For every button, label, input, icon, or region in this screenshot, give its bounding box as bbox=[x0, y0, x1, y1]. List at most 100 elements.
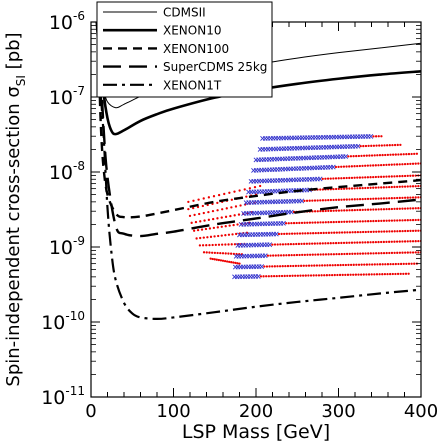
red-point bbox=[228, 191, 231, 194]
red-point bbox=[308, 253, 312, 256]
red-point bbox=[385, 208, 388, 211]
red-point bbox=[403, 174, 407, 178]
red-point bbox=[192, 206, 195, 210]
red-point bbox=[293, 253, 296, 257]
red-point bbox=[292, 264, 295, 268]
red-point bbox=[401, 207, 404, 210]
red-point bbox=[196, 228, 200, 232]
red-point bbox=[414, 251, 417, 254]
red-point bbox=[387, 175, 391, 178]
red-point bbox=[352, 263, 355, 266]
red-point bbox=[337, 177, 340, 180]
red-point bbox=[382, 208, 386, 211]
red-point bbox=[362, 154, 366, 157]
red-point bbox=[390, 163, 393, 166]
red-point bbox=[402, 262, 405, 266]
red-point bbox=[207, 210, 210, 214]
red-point bbox=[332, 241, 335, 245]
red-point bbox=[216, 209, 219, 212]
red-point bbox=[389, 262, 392, 266]
red-point bbox=[401, 229, 404, 233]
red-point bbox=[407, 272, 410, 275]
red-point bbox=[372, 241, 375, 244]
red-point bbox=[368, 263, 371, 266]
red-point bbox=[392, 262, 395, 266]
red-point bbox=[375, 273, 379, 276]
red-point bbox=[217, 243, 221, 246]
red-point bbox=[403, 162, 407, 166]
red-point bbox=[372, 208, 375, 211]
red-point bbox=[396, 207, 399, 210]
red-point bbox=[289, 243, 293, 246]
red-point bbox=[198, 212, 201, 216]
legend: CDMSII XENON10 XENON100 SuperCDMS 25kg XENON… bbox=[96, 1, 273, 98]
red-point bbox=[384, 263, 387, 266]
red-point bbox=[351, 220, 354, 223]
red-point bbox=[294, 264, 298, 268]
red-point bbox=[356, 252, 359, 255]
red-point bbox=[414, 185, 417, 188]
red-point bbox=[350, 241, 354, 244]
red-point bbox=[317, 274, 321, 277]
red-point bbox=[409, 185, 412, 188]
blue-cross-point bbox=[355, 143, 361, 149]
red-point bbox=[380, 175, 383, 178]
red-point bbox=[227, 233, 231, 236]
red-point bbox=[401, 240, 404, 243]
red-point bbox=[327, 253, 330, 256]
red-point bbox=[410, 152, 413, 156]
red-point bbox=[202, 211, 205, 215]
red-point bbox=[387, 163, 391, 166]
red-point bbox=[350, 165, 354, 168]
red-point bbox=[388, 186, 391, 189]
red-point bbox=[308, 242, 311, 245]
red-point bbox=[399, 272, 402, 276]
red-point bbox=[340, 209, 343, 212]
red-point bbox=[354, 231, 357, 234]
red-point bbox=[383, 273, 387, 276]
red-point bbox=[344, 263, 347, 267]
red-point bbox=[378, 144, 381, 147]
blue-cross-point bbox=[259, 264, 265, 269]
x-tick-label: 300 bbox=[321, 401, 355, 422]
red-point bbox=[243, 188, 246, 191]
red-point bbox=[395, 175, 399, 178]
red-point bbox=[343, 220, 346, 223]
red-point bbox=[190, 221, 193, 224]
red-point bbox=[293, 232, 296, 235]
red-point bbox=[340, 241, 343, 245]
red-point bbox=[357, 154, 360, 158]
red-point bbox=[303, 221, 306, 224]
x-axis-label: LSP Mass [GeV] bbox=[182, 421, 330, 443]
red-point bbox=[285, 254, 288, 257]
red-point bbox=[343, 231, 346, 234]
red-point bbox=[227, 252, 230, 255]
red-point bbox=[398, 175, 401, 178]
red-point bbox=[230, 261, 233, 264]
series-line-supercdms-25kg bbox=[98, 22, 421, 238]
red-point bbox=[277, 232, 281, 236]
red-point bbox=[334, 177, 338, 180]
red-point bbox=[385, 163, 388, 167]
red-point bbox=[363, 263, 366, 266]
red-point bbox=[352, 273, 355, 276]
red-point bbox=[393, 185, 396, 189]
red-point bbox=[411, 162, 415, 165]
red-point bbox=[396, 230, 399, 233]
red-point bbox=[299, 274, 302, 277]
red-point bbox=[326, 177, 330, 180]
red-point bbox=[403, 219, 407, 222]
red-point bbox=[385, 186, 388, 189]
red-point bbox=[337, 198, 340, 201]
red-point bbox=[332, 198, 335, 202]
red-point bbox=[296, 274, 299, 277]
red-point bbox=[398, 196, 401, 200]
red-point bbox=[370, 144, 373, 147]
red-point bbox=[401, 174, 404, 178]
red-point bbox=[262, 275, 265, 278]
red-point bbox=[364, 230, 367, 234]
red-point bbox=[272, 254, 275, 257]
red-point bbox=[391, 272, 394, 276]
red-point bbox=[353, 165, 356, 168]
red-point bbox=[271, 265, 274, 268]
